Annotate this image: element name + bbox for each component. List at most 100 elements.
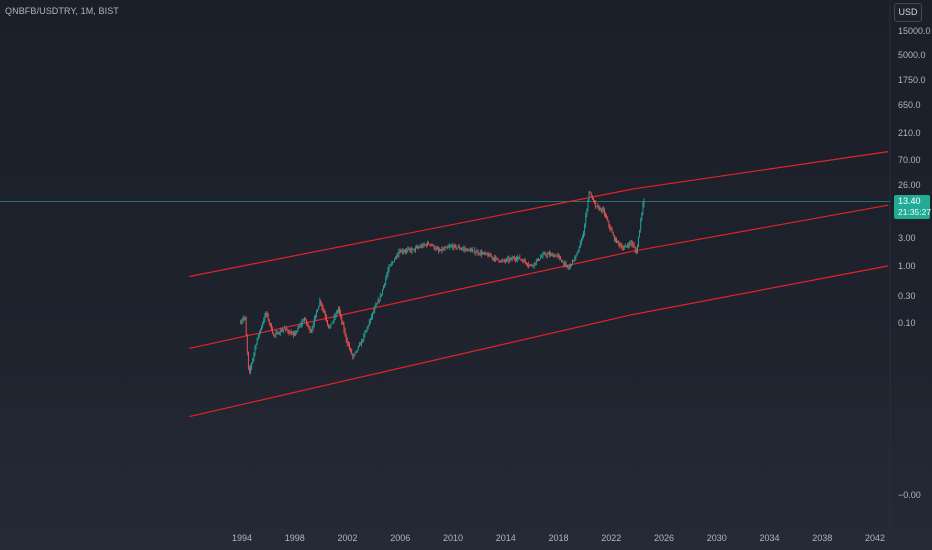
candle-body: [533, 262, 535, 266]
candle-body: [498, 259, 500, 262]
candle-body: [406, 250, 408, 252]
candle-body: [465, 249, 467, 250]
candle-body: [534, 262, 536, 264]
candle-body: [630, 242, 632, 244]
candle-body: [512, 258, 514, 260]
x-tick-label: 2006: [390, 533, 410, 543]
candle-body: [624, 245, 626, 248]
candle-body: [542, 254, 544, 257]
candle-body: [347, 343, 349, 345]
candle-body: [572, 259, 573, 265]
candle-body: [267, 314, 269, 320]
candle-body: [280, 330, 282, 332]
candle-body: [585, 215, 587, 225]
candle-body: [349, 344, 350, 349]
candle-body: [590, 193, 592, 198]
candle-body: [489, 254, 491, 257]
candle-body: [445, 247, 447, 248]
candle-body: [393, 261, 394, 263]
candle-body: [278, 333, 280, 335]
candle-body: [477, 251, 479, 254]
candle-body: [447, 247, 449, 248]
candle-body: [627, 245, 628, 247]
candle-body: [467, 249, 469, 252]
x-tick-label: 2026: [654, 533, 674, 543]
candle-body: [555, 255, 557, 257]
channel-line-middle: [189, 204, 889, 349]
candle-body: [294, 332, 295, 335]
candle-body: [444, 247, 446, 250]
candle-body: [449, 246, 450, 248]
candle-body: [509, 258, 511, 261]
candle-body: [388, 266, 390, 271]
candle-body: [632, 243, 634, 246]
candle-body: [421, 245, 423, 247]
candle-body: [277, 332, 279, 335]
candle-body: [571, 264, 572, 265]
candle-body: [329, 327, 331, 328]
candle-body: [307, 323, 309, 326]
candle-body: [255, 344, 257, 348]
candle-body: [407, 249, 409, 251]
candle-body: [296, 330, 298, 334]
candle-body: [610, 228, 612, 231]
candle-body: [511, 258, 513, 260]
y-tick-label: 5000.0: [898, 50, 926, 60]
candle-body: [626, 245, 627, 247]
candle-body: [556, 255, 558, 256]
candle-body: [639, 229, 640, 237]
candle-body: [344, 330, 346, 335]
candle-body: [557, 255, 559, 256]
candle-body: [298, 326, 300, 328]
candle-body: [326, 317, 327, 321]
candle-body: [451, 246, 453, 247]
candle-body: [286, 328, 288, 331]
candle-body: [377, 300, 379, 304]
candle-body: [617, 241, 619, 243]
symbol-title: QNBFB/USDTRY, 1M, BIST: [5, 6, 119, 16]
candle-body: [478, 253, 480, 255]
candle-body: [256, 338, 258, 345]
candle-body: [494, 257, 495, 260]
candle-body: [631, 242, 633, 244]
candle-body: [375, 305, 377, 308]
candle-body: [561, 259, 562, 263]
candle-body: [367, 325, 369, 328]
candle-body: [562, 261, 564, 263]
y-tick-label: 0.30: [898, 291, 916, 301]
candle-body: [251, 363, 253, 368]
candle-body: [601, 209, 603, 211]
candle-body: [418, 247, 420, 249]
y-tick-label: 1.00: [898, 261, 916, 271]
candle-body: [379, 295, 381, 301]
candle-body: [464, 248, 466, 250]
candle-body: [600, 208, 602, 211]
candle-body: [518, 256, 520, 258]
candle-body: [479, 252, 481, 254]
candle-body: [315, 314, 316, 319]
candle-body: [466, 249, 468, 252]
y-tick-label: 1750.0: [898, 75, 926, 85]
candle-body: [412, 248, 414, 250]
candle-body: [439, 250, 440, 252]
candle-body: [332, 320, 334, 324]
candle-body: [376, 303, 378, 306]
candle-body: [247, 352, 249, 369]
currency-button[interactable]: USD: [894, 3, 922, 22]
candle-body: [576, 253, 578, 256]
candle-body: [539, 259, 540, 261]
candle-body: [641, 212, 643, 221]
candle-body: [453, 245, 455, 248]
candle-body: [363, 334, 365, 341]
candle-body: [345, 334, 347, 341]
candle-body: [607, 218, 609, 222]
candle-body: [621, 246, 623, 249]
bar-countdown: 21:35:27: [898, 207, 932, 217]
candle-body: [519, 256, 521, 260]
x-tick-label: 2022: [601, 533, 621, 543]
candle-body: [283, 329, 284, 331]
candle-body: [419, 247, 421, 249]
candle-body: [357, 346, 359, 350]
candle-body: [354, 352, 356, 355]
